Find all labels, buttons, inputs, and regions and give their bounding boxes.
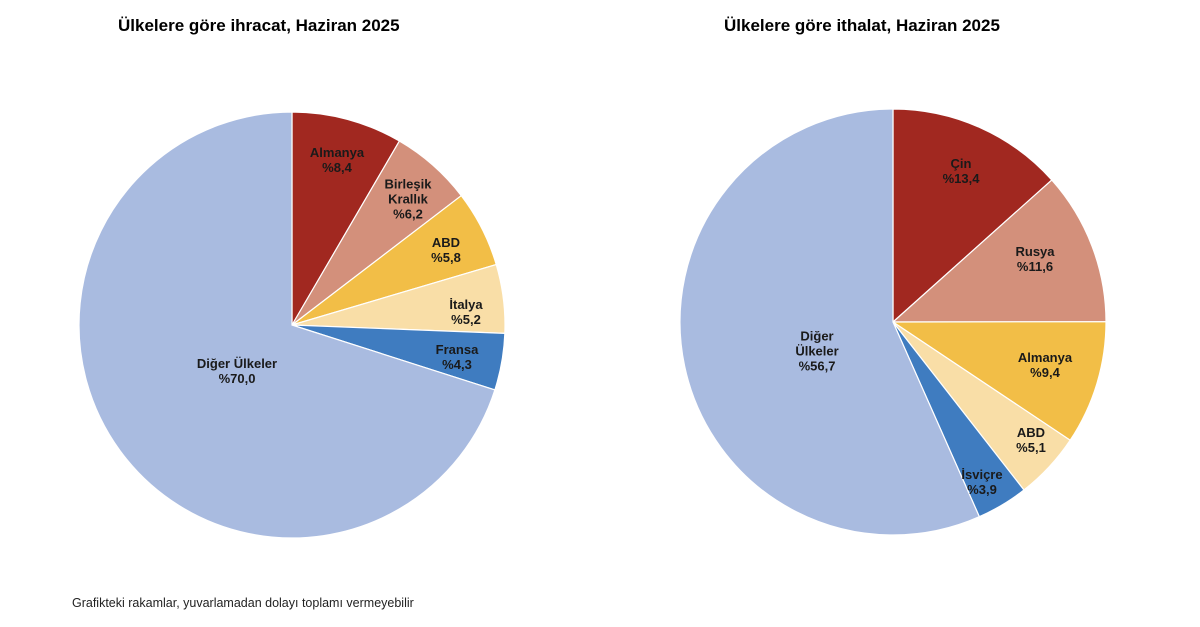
export-slice-birlesik-krallik-name-label: Krallık	[388, 191, 429, 206]
import-chart-title: Ülkelere göre ithalat, Haziran 2025	[724, 16, 1000, 35]
export-slice-almanya-name-label: Almanya	[310, 145, 365, 160]
import-slice-cin	[892, 108, 1053, 324]
export-slice-italya-name-label: İtalya	[449, 297, 483, 312]
import-slice-cin-name-label: Çin	[951, 156, 972, 171]
export-slice-fransa-name-label: Fransa	[436, 342, 479, 357]
import-slice-rusya-percent-label: %11,6	[1017, 259, 1053, 274]
export-slice-almanya-percent-label: %8,4	[322, 160, 352, 175]
import-slice-almanya	[891, 321, 1107, 442]
export-slice-birlesik-krallik-name-label: Birleşik	[385, 176, 433, 191]
export-slice-diger-ulkeler-name-label: Diğer Ülkeler	[197, 356, 277, 371]
export-slice-abd-percent-label: %5,8	[431, 250, 461, 265]
import-slice-diger-ulkeler-name-label: Diğer	[800, 328, 833, 343]
import-slice-almanya-percent-label: %9,4	[1030, 365, 1060, 380]
import-slice-isvicre-name-label: İsviçre	[961, 467, 1002, 482]
export-slice-almanya	[291, 111, 401, 328]
import-slice-isvicre-percent-label: %3,9	[967, 482, 997, 497]
export-slice-birlesik-krallik-percent-label: %6,2	[393, 206, 423, 221]
import-slice-diger-ulkeler-name-label: Ülkeler	[795, 343, 838, 358]
export-chart-title: Ülkelere göre ihracat, Haziran 2025	[118, 16, 400, 35]
export-slice-diger-ulkeler	[78, 111, 496, 539]
export-slice-fransa-percent-label: %4,3	[442, 357, 472, 372]
import-slice-rusya-name-label: Rusya	[1015, 244, 1055, 259]
import-slice-diger-ulkeler	[679, 108, 981, 536]
import-slice-diger-ulkeler-percent-label: %56,7	[799, 358, 836, 373]
export-slice-italya-percent-label: %5,2	[451, 312, 481, 327]
import-slice-abd-name-label: ABD	[1017, 425, 1045, 440]
footnote: Grafikteki rakamlar, yuvarlamadan dolayı…	[72, 596, 414, 610]
import-slice-cin-percent-label: %13,4	[943, 171, 981, 186]
export-slice-abd-name-label: ABD	[432, 235, 460, 250]
export-slice-diger-ulkeler-percent-label: %70,0	[219, 371, 256, 386]
import-slice-abd-percent-label: %5,1	[1016, 440, 1046, 455]
import-slice-rusya	[891, 179, 1107, 323]
import-slice-almanya-name-label: Almanya	[1018, 350, 1073, 365]
